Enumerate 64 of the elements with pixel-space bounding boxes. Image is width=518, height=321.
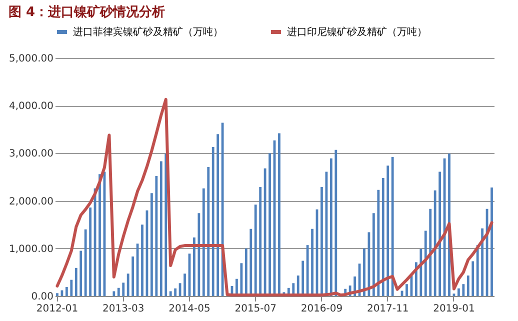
bar [160, 161, 162, 296]
y-tick-label: 3,000.00 [8, 148, 54, 160]
y-tick-label: 0.00 [31, 292, 54, 302]
bar [372, 213, 375, 296]
bar [472, 261, 474, 296]
bar [420, 248, 422, 296]
bar [382, 178, 384, 296]
bar [386, 166, 390, 296]
x-tick-label: 2019-01 [433, 304, 475, 314]
x-tick-label: 2017-11 [366, 304, 409, 314]
bar [424, 230, 427, 296]
bar [164, 154, 168, 296]
legend-label: 进口印尼镍矿砂及精矿（万吨） [287, 26, 427, 38]
bar [169, 291, 172, 296]
x-tick-label: 2015-07 [234, 304, 277, 314]
bar [377, 190, 380, 296]
bar [212, 147, 214, 296]
bar [481, 228, 484, 296]
chart-title: 图 4：进口镍矿砂情况分析 [8, 4, 166, 20]
bar [434, 190, 436, 296]
bar [84, 229, 87, 296]
bar [462, 284, 465, 296]
bar [330, 158, 332, 296]
bar [391, 157, 394, 296]
y-tick-label: 5,000.00 [8, 54, 54, 64]
bar [198, 213, 200, 296]
bar [202, 188, 205, 296]
bar [155, 176, 158, 296]
bar [126, 274, 130, 296]
x-tick-label: 2014-05 [168, 304, 210, 314]
bar [216, 134, 220, 296]
bar [406, 284, 408, 296]
bar [438, 172, 442, 296]
bar [117, 288, 120, 296]
bar [80, 250, 82, 296]
bar [363, 248, 366, 296]
bar [490, 187, 493, 296]
bar [193, 237, 196, 296]
bar [65, 286, 68, 296]
x-tick-label: 2013-03 [102, 304, 144, 314]
bar [70, 280, 73, 296]
bar [132, 256, 134, 296]
y-tick-label: 4,000.00 [8, 101, 54, 112]
bar [98, 174, 101, 296]
bar [74, 268, 78, 296]
bar [174, 288, 177, 296]
bar [207, 167, 210, 296]
bar [89, 207, 92, 296]
x-tick-label: 2016-09 [300, 304, 343, 314]
bar [429, 208, 432, 296]
bar [476, 245, 479, 296]
bar [150, 193, 153, 296]
y-tick-label: 1,000.00 [8, 244, 54, 255]
bar [457, 288, 460, 296]
bar [56, 293, 58, 296]
legend-label: 进口菲律宾镍矿砂及精矿（万吨） [73, 26, 223, 38]
bar [184, 274, 186, 296]
bar [141, 224, 144, 296]
x-tick-label: 2012-01 [36, 304, 78, 314]
bar [466, 276, 470, 296]
y-tick-label: 2,000.00 [8, 196, 54, 208]
bar [334, 150, 338, 296]
bar [112, 291, 116, 296]
bar [122, 282, 125, 296]
